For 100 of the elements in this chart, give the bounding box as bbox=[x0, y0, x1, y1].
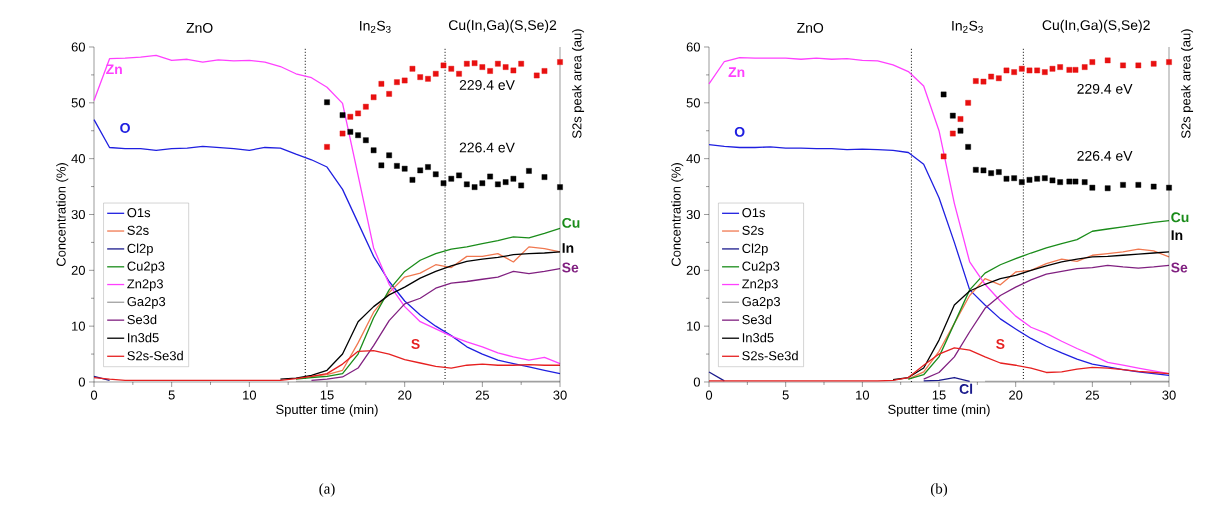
y-tick-label: 20 bbox=[71, 265, 85, 275]
legend-label: Se3d bbox=[127, 314, 157, 325]
point bbox=[518, 60, 524, 67]
text: Se bbox=[562, 262, 579, 273]
point bbox=[1003, 175, 1010, 182]
point bbox=[464, 60, 470, 67]
point bbox=[996, 75, 1002, 82]
point bbox=[1034, 67, 1040, 74]
point bbox=[401, 165, 408, 172]
point bbox=[355, 132, 361, 138]
annotation: O bbox=[120, 123, 130, 133]
line-series bbox=[93, 54, 561, 365]
annotation: Zn bbox=[106, 64, 122, 75]
legend-label: Ga2p3 bbox=[127, 296, 166, 309]
point bbox=[1034, 175, 1040, 182]
point bbox=[409, 65, 416, 72]
point bbox=[1003, 67, 1010, 74]
x-tick-label: 30 bbox=[1162, 390, 1176, 400]
series-label: 226.4 eV bbox=[459, 142, 515, 153]
point bbox=[339, 130, 346, 137]
point bbox=[510, 67, 517, 74]
legend-label: O1s bbox=[127, 208, 151, 218]
point bbox=[440, 62, 447, 69]
legend-label: S2s bbox=[127, 225, 149, 235]
point bbox=[1049, 65, 1056, 72]
x-tick-label: 10 bbox=[243, 390, 257, 400]
point bbox=[973, 78, 979, 84]
point bbox=[1057, 179, 1063, 185]
point bbox=[557, 59, 563, 65]
point bbox=[533, 72, 540, 79]
point bbox=[1026, 67, 1033, 74]
point bbox=[1135, 62, 1142, 69]
text: ZnO bbox=[186, 22, 213, 33]
annotation: O bbox=[734, 126, 745, 137]
legend-label: Zn2p3 bbox=[127, 279, 163, 291]
text: Cu bbox=[1171, 212, 1189, 223]
point bbox=[347, 113, 354, 120]
legend-label: Cl2p bbox=[127, 243, 153, 256]
point bbox=[339, 112, 346, 118]
point bbox=[1019, 179, 1025, 185]
point bbox=[510, 175, 517, 182]
line-series bbox=[923, 264, 1170, 380]
point bbox=[1011, 175, 1017, 181]
x-axis-title: Sputter time (min) bbox=[276, 404, 378, 417]
x-tick-label: 15 bbox=[932, 390, 946, 400]
y-axis-title: Concentration (%) bbox=[671, 163, 684, 267]
legend-label: S2s bbox=[742, 225, 764, 235]
point bbox=[973, 167, 979, 173]
point bbox=[432, 171, 439, 178]
x-tick-label: 25 bbox=[1085, 390, 1099, 400]
point bbox=[495, 181, 501, 188]
text: (b) bbox=[930, 483, 948, 497]
text: In$_{2}$S$_{3}$ bbox=[360, 20, 391, 33]
y-tick-label: 40 bbox=[686, 154, 700, 164]
point bbox=[980, 78, 987, 85]
point bbox=[541, 68, 548, 74]
point bbox=[456, 172, 462, 179]
point bbox=[409, 177, 416, 183]
point bbox=[1166, 59, 1172, 65]
point bbox=[965, 100, 971, 106]
point bbox=[1072, 67, 1079, 73]
point bbox=[487, 173, 493, 180]
point bbox=[425, 164, 431, 170]
text: Cu(In,Ga)(S,Se)2 bbox=[448, 19, 557, 33]
point bbox=[996, 169, 1002, 175]
point bbox=[957, 127, 964, 134]
x-axis-title: Sputter time (min) bbox=[888, 404, 990, 417]
y2-axis-title: S2s peak area (au) bbox=[571, 29, 585, 139]
point bbox=[1120, 62, 1126, 69]
y-tick-label: 50 bbox=[686, 98, 700, 108]
legend-label: In3d5 bbox=[742, 332, 774, 343]
point bbox=[1135, 182, 1142, 188]
y-tick-label: 0 bbox=[693, 377, 700, 387]
legend-label: Ga2p3 bbox=[742, 296, 781, 309]
legend-label: Se3d bbox=[742, 314, 772, 325]
x-tick-label: 0 bbox=[90, 390, 98, 400]
point bbox=[417, 167, 424, 174]
text: Cu(In,Ga)(S,Se)2 bbox=[1042, 19, 1150, 33]
point bbox=[988, 73, 994, 80]
point bbox=[448, 175, 455, 182]
legend-label: S2s-Se3d bbox=[742, 350, 798, 361]
point bbox=[1011, 69, 1017, 75]
point bbox=[965, 144, 971, 150]
point bbox=[394, 79, 400, 85]
text: Se bbox=[1171, 262, 1188, 273]
point bbox=[401, 77, 408, 84]
annotation: S bbox=[411, 339, 420, 349]
point bbox=[495, 60, 501, 67]
point bbox=[479, 180, 486, 187]
text: In bbox=[1171, 230, 1183, 240]
point bbox=[1104, 185, 1111, 192]
x-tick-label: 5 bbox=[168, 390, 175, 400]
line-series bbox=[310, 268, 561, 381]
line-series bbox=[708, 144, 1170, 376]
point bbox=[386, 152, 392, 159]
y-tick-label: 60 bbox=[71, 42, 85, 52]
point bbox=[1049, 177, 1056, 184]
point bbox=[370, 94, 377, 101]
point bbox=[378, 81, 385, 87]
point bbox=[363, 103, 369, 110]
